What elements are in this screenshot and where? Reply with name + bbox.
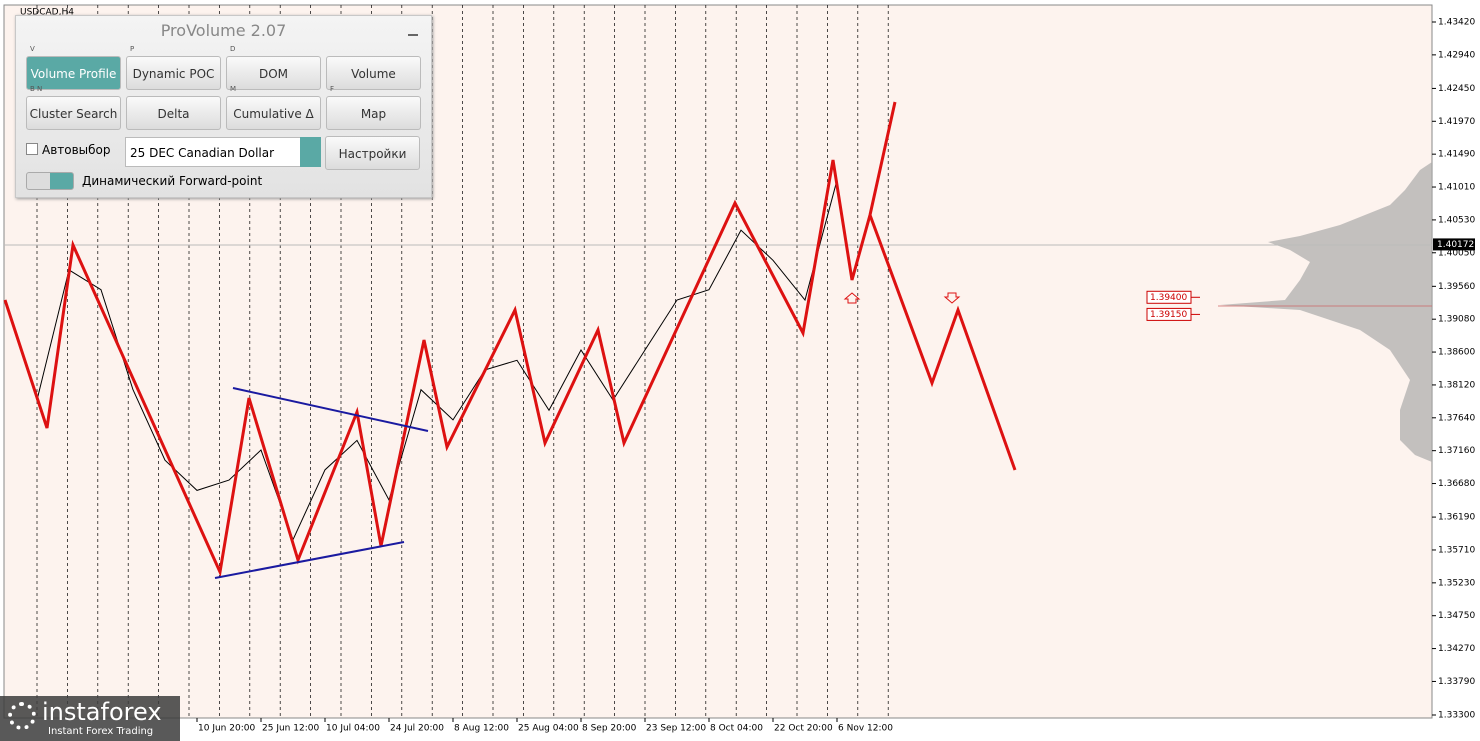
logo-tagline: Instant Forex Trading — [48, 726, 154, 737]
price-series — [4, 180, 838, 542]
toggle[interactable] — [26, 172, 74, 190]
x-tick-label: 22 Oct 20:00 — [774, 724, 833, 734]
y-tick-label: 1.37160 — [1438, 446, 1475, 456]
button-label: DOM — [258, 67, 289, 81]
last-price-box — [1433, 238, 1475, 251]
y-tick-label: 1.41010 — [1438, 183, 1475, 193]
button-label: Map — [360, 107, 387, 121]
minimize[interactable] — [408, 34, 418, 36]
y-tick-label: 1.40050 — [1438, 248, 1475, 258]
mode-button[interactable]: Dynamic POC P — [126, 45, 221, 90]
logo-name: instaforex — [42, 698, 162, 726]
y-tick-label: 1.39560 — [1438, 282, 1475, 292]
x-tick-label: 8 Aug 12:00 — [454, 724, 509, 734]
y-tick-label: 1.35230 — [1438, 578, 1475, 588]
x-tick-label: 10 Jun 20:00 — [198, 724, 255, 734]
level-box — [1146, 290, 1192, 304]
trend-line — [214, 541, 405, 579]
level-label: 1.39150 — [1150, 310, 1187, 320]
logo-icon — [8, 702, 36, 730]
mode-button[interactable]: DOM D — [226, 45, 321, 90]
button-key: B N — [30, 85, 43, 93]
logo: instaforex Instant Forex Trading — [0, 696, 180, 741]
zigzag-wave — [3, 101, 897, 578]
instrument-select[interactable]: 25 DEC Canadian Dollar — [125, 137, 321, 167]
x-tick-label: 10 Jul 04:00 — [326, 724, 380, 734]
y-tick-label: 1.33300 — [1438, 711, 1475, 721]
y-tick-label: 1.35710 — [1438, 545, 1475, 555]
button-key: F — [330, 85, 335, 93]
forward-label: Динамический Forward-point — [82, 174, 263, 188]
y-tick-label: 1.36190 — [1438, 513, 1475, 523]
y-tick-label: 1.38600 — [1438, 348, 1475, 358]
button-key: M — [230, 85, 237, 93]
level-box — [1146, 307, 1192, 321]
price-line — [4, 180, 838, 542]
checkbox[interactable] — [26, 143, 38, 155]
mode-button[interactable]: Volume — [326, 56, 421, 90]
autoselect-label: Автовыбор — [42, 143, 111, 157]
y-tick-label: 1.40530 — [1438, 215, 1475, 225]
button-key: D — [230, 45, 236, 53]
y-tick-label: 1.41490 — [1438, 150, 1475, 160]
y-tick-label: 1.36680 — [1438, 479, 1475, 489]
y-tick-label: 1.37640 — [1438, 413, 1475, 423]
panel-title: ProVolume 2.07 — [160, 21, 287, 40]
button-label: Volume Profile — [30, 67, 117, 81]
y-tick-label: 1.38120 — [1438, 380, 1475, 390]
y-tick-label: 1.42450 — [1438, 84, 1475, 94]
provolume-panel: ProVolume 2.07 Volume Profile V Dynamic PO… — [15, 15, 432, 198]
last-price-label: 1.40172 — [1437, 240, 1474, 250]
volume-profile — [1220, 162, 1432, 462]
y-tick-label: 1.42940 — [1438, 50, 1475, 60]
x-tick-label: 25 Aug 04:00 — [518, 724, 579, 734]
x-tick-label: 8 Oct 04:00 — [710, 724, 763, 734]
x-tick-label: 6 Nov 12:00 — [838, 724, 893, 734]
level-label: 1.39400 — [1150, 293, 1187, 303]
session-lines — [36, 5, 889, 718]
button-label: Dynamic POC — [132, 67, 215, 81]
y-tick-label: 1.34750 — [1438, 611, 1475, 621]
settings-button[interactable]: Настройки — [325, 136, 420, 170]
y-tick-label: 1.43420 — [1438, 18, 1475, 28]
button-key: V — [30, 45, 35, 53]
button-label: Volume — [351, 67, 396, 81]
instrument-text: 25 DEC Canadian Dollar — [130, 146, 275, 160]
y-tick-label: 1.41970 — [1438, 117, 1475, 127]
mode-button[interactable]: Delta — [126, 96, 221, 130]
y-tick-label: 1.33790 — [1438, 677, 1475, 687]
mode-button[interactable]: Map F — [326, 85, 421, 130]
x-tick-label: 23 Sep 12:00 — [646, 724, 706, 734]
x-tick-label: 24 Jul 20:00 — [390, 724, 444, 734]
button-label: Cumulative Δ — [233, 107, 314, 121]
x-tick-label: 25 Jun 12:00 — [262, 724, 319, 734]
mode-button[interactable]: Volume Profile V — [26, 45, 121, 90]
button-label: Cluster Search — [29, 107, 118, 121]
y-tick-label: 1.39080 — [1438, 315, 1475, 325]
spinner[interactable] — [300, 137, 321, 167]
y-tick-label: 1.34270 — [1438, 644, 1475, 654]
trend-line — [232, 387, 429, 432]
arrow-down — [943, 292, 961, 304]
arrow-up — [843, 292, 861, 304]
symbol-title: USDCAD,H4 — [20, 8, 74, 18]
button-label: Delta — [157, 107, 190, 121]
mode-button[interactable]: Cluster Search B N — [26, 85, 121, 130]
x-tick-label: 8 Sep 20:00 — [582, 724, 637, 734]
forecast-wave — [868, 214, 1017, 471]
mode-button[interactable]: Cumulative Δ M — [226, 85, 321, 130]
button-key: P — [130, 45, 135, 53]
